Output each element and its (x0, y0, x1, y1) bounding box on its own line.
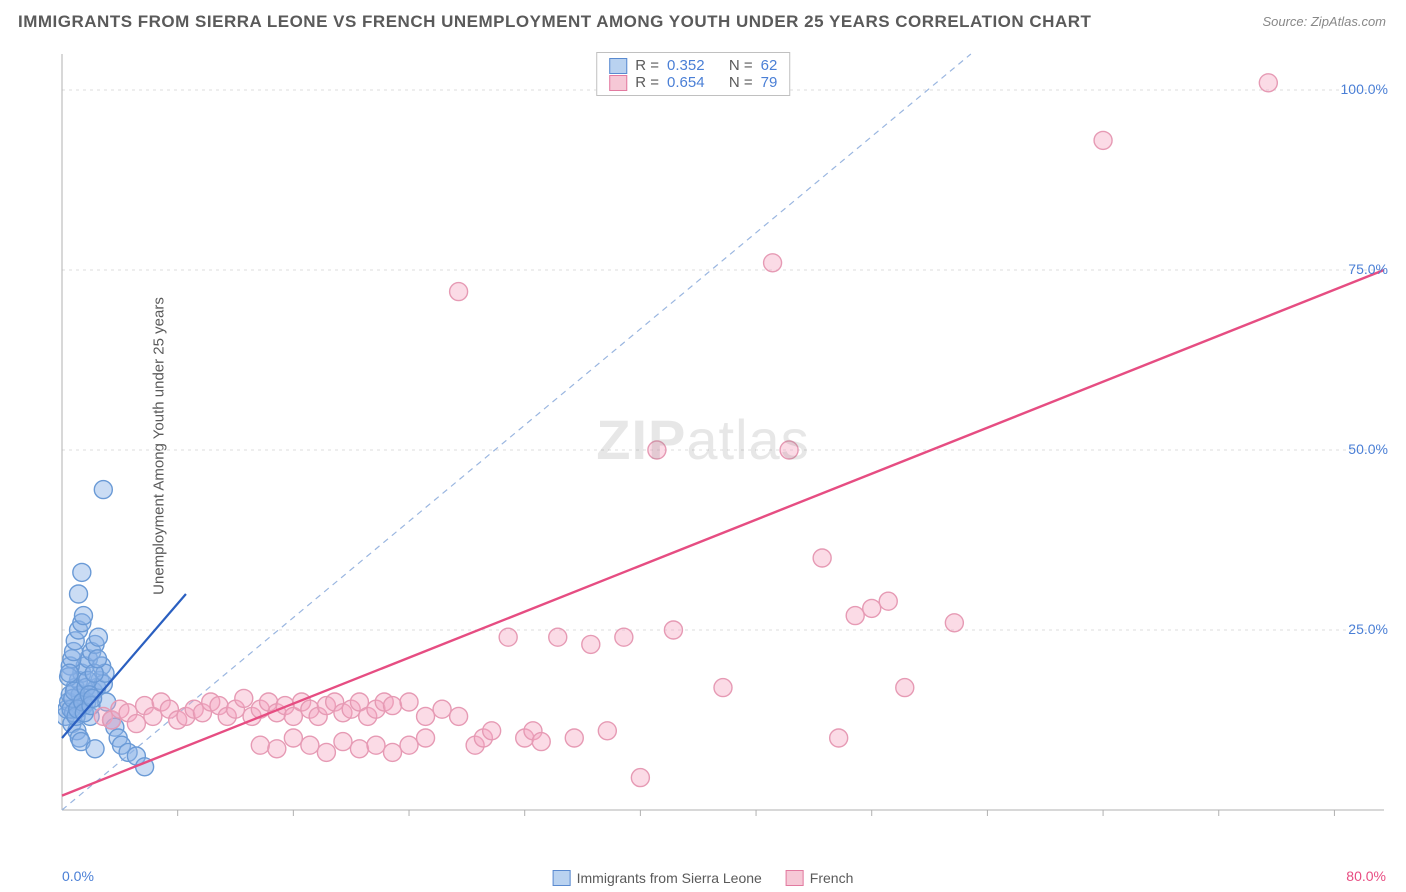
y-tick-label: 100.0% (1341, 81, 1388, 97)
legend-R-val-2: 0.654 (667, 74, 705, 91)
chart-title: IMMIGRANTS FROM SIERRA LEONE VS FRENCH U… (18, 12, 1091, 32)
legend-R-label: R = (635, 57, 659, 74)
legend-N-val-2: 79 (761, 74, 778, 91)
legend-swatch-blue (609, 58, 627, 74)
scatter-plot (58, 48, 1388, 830)
x-tick-left: 0.0% (62, 868, 94, 884)
y-tick-label: 50.0% (1348, 441, 1388, 457)
legend-swatch-pink (609, 75, 627, 91)
legend-R-val-1: 0.352 (667, 57, 705, 74)
legend-R-label: R = (635, 74, 659, 91)
legend-swatch-pink (786, 870, 804, 886)
chart-svg (58, 48, 1388, 830)
source-label: Source: ZipAtlas.com (1262, 14, 1386, 29)
legend-item-2: French (786, 870, 854, 886)
legend-series-name-1: Immigrants from Sierra Leone (577, 870, 762, 886)
legend-row-1: R = 0.352 N = 62 (609, 57, 777, 74)
legend-N-label: N = (729, 74, 753, 91)
legend-item-1: Immigrants from Sierra Leone (553, 870, 762, 886)
legend-series-name-2: French (810, 870, 854, 886)
y-tick-label: 75.0% (1348, 261, 1388, 277)
legend-row-2: R = 0.654 N = 79 (609, 74, 777, 91)
legend-N-label: N = (729, 57, 753, 74)
x-tick-right: 80.0% (1346, 868, 1386, 884)
y-tick-label: 25.0% (1348, 621, 1388, 637)
correlation-legend: R = 0.352 N = 62 R = 0.654 N = 79 (596, 52, 790, 96)
legend-swatch-blue (553, 870, 571, 886)
series-legend: Immigrants from Sierra Leone French (553, 870, 854, 886)
legend-N-val-1: 62 (761, 57, 778, 74)
